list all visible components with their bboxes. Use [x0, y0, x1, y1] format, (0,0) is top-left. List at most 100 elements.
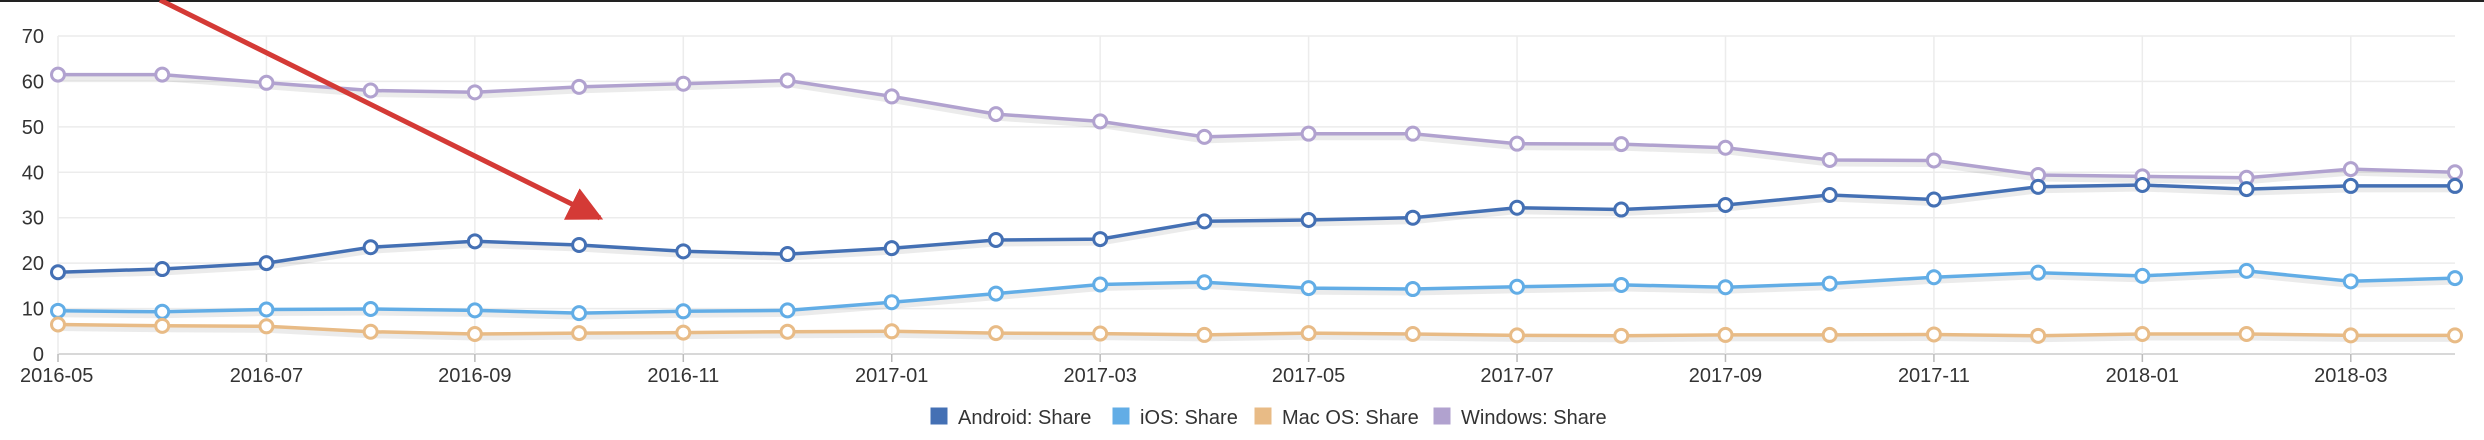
- data-point[interactable]: [677, 326, 690, 339]
- data-point[interactable]: [1198, 276, 1211, 289]
- y-axis: 010203040506070: [22, 26, 44, 366]
- data-point[interactable]: [1823, 328, 1836, 341]
- data-point[interactable]: [468, 304, 481, 317]
- data-point[interactable]: [1927, 193, 1940, 206]
- data-point[interactable]: [364, 303, 377, 316]
- data-point[interactable]: [2032, 266, 2045, 279]
- data-point[interactable]: [52, 304, 65, 317]
- data-point[interactable]: [52, 68, 65, 81]
- data-point[interactable]: [1198, 328, 1211, 341]
- data-point[interactable]: [1615, 278, 1628, 291]
- data-point[interactable]: [1406, 328, 1419, 341]
- data-point[interactable]: [781, 74, 794, 87]
- data-point[interactable]: [677, 77, 690, 90]
- data-point[interactable]: [1094, 327, 1107, 340]
- data-point[interactable]: [2136, 179, 2149, 192]
- data-point[interactable]: [156, 68, 169, 81]
- data-point[interactable]: [1302, 127, 1315, 140]
- data-point[interactable]: [468, 235, 481, 248]
- data-point[interactable]: [2240, 328, 2253, 341]
- data-point[interactable]: [2032, 180, 2045, 193]
- data-point[interactable]: [2136, 269, 2149, 282]
- data-point[interactable]: [1094, 233, 1107, 246]
- data-point[interactable]: [885, 325, 898, 338]
- data-point[interactable]: [2240, 183, 2253, 196]
- data-point[interactable]: [364, 325, 377, 338]
- data-point[interactable]: [156, 319, 169, 332]
- data-point[interactable]: [1198, 215, 1211, 228]
- data-point[interactable]: [1406, 211, 1419, 224]
- data-point[interactable]: [156, 305, 169, 318]
- data-point[interactable]: [885, 296, 898, 309]
- data-point[interactable]: [1823, 189, 1836, 202]
- data-point[interactable]: [1823, 277, 1836, 290]
- data-point[interactable]: [1927, 328, 1940, 341]
- data-point[interactable]: [1511, 329, 1524, 342]
- data-point[interactable]: [1719, 281, 1732, 294]
- data-point[interactable]: [781, 304, 794, 317]
- data-point[interactable]: [260, 320, 273, 333]
- data-point[interactable]: [1302, 213, 1315, 226]
- data-point[interactable]: [468, 86, 481, 99]
- data-point[interactable]: [2344, 179, 2357, 192]
- data-point[interactable]: [2136, 328, 2149, 341]
- data-point[interactable]: [677, 305, 690, 318]
- data-point[interactable]: [2344, 163, 2357, 176]
- data-point[interactable]: [1406, 283, 1419, 296]
- data-point[interactable]: [1719, 141, 1732, 154]
- data-point[interactable]: [1823, 154, 1836, 167]
- data-point[interactable]: [1927, 154, 1940, 167]
- data-point[interactable]: [989, 287, 1002, 300]
- data-point[interactable]: [573, 327, 586, 340]
- data-point[interactable]: [1094, 278, 1107, 291]
- data-point[interactable]: [573, 80, 586, 93]
- legend-item[interactable]: Mac OS: Share: [1254, 407, 1419, 429]
- data-point[interactable]: [2032, 329, 2045, 342]
- data-point[interactable]: [52, 266, 65, 279]
- data-point[interactable]: [2240, 264, 2253, 277]
- data-point[interactable]: [1615, 138, 1628, 151]
- data-point[interactable]: [364, 84, 377, 97]
- data-point[interactable]: [1927, 271, 1940, 284]
- data-point[interactable]: [260, 303, 273, 316]
- data-point[interactable]: [1615, 329, 1628, 342]
- series-2: [52, 318, 2462, 342]
- data-point[interactable]: [573, 238, 586, 251]
- data-point[interactable]: [2344, 329, 2357, 342]
- data-point[interactable]: [1615, 203, 1628, 216]
- data-point[interactable]: [468, 328, 481, 341]
- legend-item[interactable]: iOS: Share: [1112, 407, 1238, 429]
- data-point[interactable]: [2449, 272, 2462, 285]
- data-point[interactable]: [781, 325, 794, 338]
- legend-item[interactable]: Android: Share: [930, 407, 1091, 429]
- data-point[interactable]: [52, 318, 65, 331]
- data-point[interactable]: [1511, 201, 1524, 214]
- data-point[interactable]: [1511, 137, 1524, 150]
- data-point[interactable]: [989, 327, 1002, 340]
- data-point[interactable]: [2449, 166, 2462, 179]
- data-point[interactable]: [1094, 115, 1107, 128]
- data-point[interactable]: [781, 248, 794, 261]
- data-point[interactable]: [989, 233, 1002, 246]
- data-point[interactable]: [1302, 282, 1315, 295]
- data-point[interactable]: [364, 241, 377, 254]
- data-point[interactable]: [1511, 280, 1524, 293]
- data-point[interactable]: [1198, 130, 1211, 143]
- y-tick-label: 70: [22, 26, 44, 48]
- data-point[interactable]: [156, 263, 169, 276]
- data-point[interactable]: [1406, 127, 1419, 140]
- data-point[interactable]: [885, 242, 898, 255]
- data-point[interactable]: [885, 90, 898, 103]
- data-point[interactable]: [677, 245, 690, 258]
- data-point[interactable]: [2449, 179, 2462, 192]
- data-point[interactable]: [2344, 275, 2357, 288]
- data-point[interactable]: [573, 307, 586, 320]
- data-point[interactable]: [2449, 329, 2462, 342]
- data-point[interactable]: [1719, 198, 1732, 211]
- legend-item[interactable]: Windows: Share: [1433, 407, 1607, 429]
- data-point[interactable]: [260, 76, 273, 89]
- data-point[interactable]: [989, 108, 1002, 121]
- data-point[interactable]: [1719, 328, 1732, 341]
- data-point[interactable]: [260, 257, 273, 270]
- data-point[interactable]: [1302, 327, 1315, 340]
